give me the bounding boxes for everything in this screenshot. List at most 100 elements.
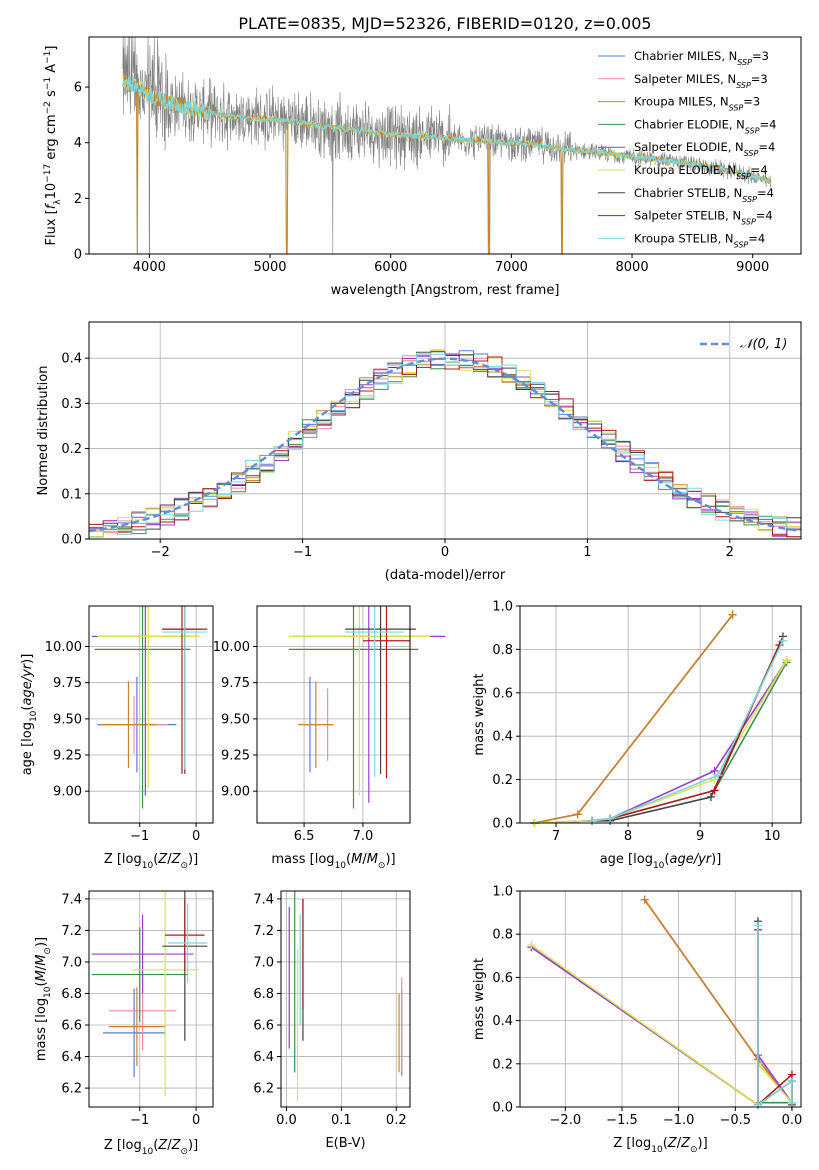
- y-tick-label: 9.50: [221, 712, 250, 727]
- figure-title: PLATE=0835, MJD=52326, FIBERID=0120, z=0…: [238, 14, 651, 33]
- mass-vs-reddening-panel: 0.0 0.1 0.2 6.2 6.4 6.6 6.8 7.0 7.2 7.4 E(B-V): [253, 890, 411, 1151]
- legend-entry: Chabrier ELODIE, NSSP=4: [634, 117, 776, 135]
- weight-marker: [640, 895, 649, 904]
- x-tick-label: −1: [293, 545, 312, 560]
- x-tick-label: 7000: [495, 260, 528, 275]
- x-tick-label: −1: [130, 829, 149, 844]
- legend-entry: Kroupa ELODIE, NSSP=4: [634, 163, 768, 181]
- axes-frame: [256, 605, 411, 824]
- weight-marker: [710, 766, 719, 775]
- weight-marker: [527, 941, 536, 949]
- weight-marker: [710, 786, 719, 795]
- y-axis-label: mass weight: [472, 958, 487, 1040]
- weight-line-5: [530, 944, 793, 1107]
- y-tick-label: 7.0: [253, 955, 274, 970]
- y-tick-label: 9.75: [221, 676, 250, 691]
- x-axis-label: age [log10(age/yr)]: [600, 852, 722, 871]
- x-tick-label: 0.0: [276, 1113, 297, 1128]
- x-axis-label: Z [log10(Z/Z⊙)]: [104, 852, 198, 871]
- y-tick-label: 9.75: [53, 676, 82, 691]
- x-tick-label: 4000: [133, 260, 166, 275]
- x-tick-label: −2: [151, 545, 170, 560]
- weight-marker: [706, 792, 715, 801]
- x-tick-label: 0: [192, 829, 200, 844]
- y-tick-label: 6.8: [61, 987, 82, 1002]
- x-tick-label: −1: [130, 1113, 149, 1128]
- y-axis-label: Normed distribution: [36, 366, 51, 496]
- x-tick-label: 2: [726, 545, 734, 560]
- x-tick-label: 7: [552, 829, 560, 844]
- y-tick-label: 0.2: [492, 773, 513, 788]
- spectrum-panel: 4000 5000 6000 7000 8000 9000 0 2 4 6 wavelength […: [43, 36, 802, 298]
- weight-line-6: [757, 921, 793, 1107]
- mass-vs-metallicity-panel: −1 0 6.2 6.4 6.6 6.8 7.0 7.2 7.4 Z [log10(Z/Z⊙)] m…: [34, 890, 214, 1157]
- weight-line-8: [592, 640, 784, 822]
- y-tick-label: 0.8: [492, 643, 513, 658]
- axes-frame: [519, 605, 802, 824]
- y-tick-label: 0.4: [492, 1014, 513, 1029]
- legend-entry: Kroupa MILES, NSSP=3: [634, 95, 760, 113]
- y-tick-label: 7.0: [61, 955, 82, 970]
- weight-marker: [606, 814, 615, 823]
- weight-marker: [728, 610, 737, 619]
- weight-marker: [778, 636, 787, 645]
- x-tick-label: −2.0: [550, 1113, 582, 1128]
- weight-vs-metallicity-panel: −2.0 −1.5 −1.0 −0.5 0.0 0.0 0.2 0.4 0.6 0.8 1.0 Z […: [472, 885, 802, 1156]
- weight-marker: [753, 921, 762, 930]
- y-tick-label: 9.00: [221, 785, 250, 800]
- legend-entry: Salpeter ELODIE, NSSP=4: [634, 140, 775, 158]
- y-axis-label: mass [log10(M/M⊙)]: [34, 937, 53, 1061]
- weight-line-7: [592, 644, 781, 822]
- y-tick-label: 0.0: [61, 533, 82, 548]
- x-tick-label: 10: [764, 829, 781, 844]
- y-axis-label: Flux [fλ10−17 erg cm−2 s−1 A−1]: [43, 46, 63, 246]
- weight-marker: [787, 1098, 796, 1107]
- y-tick-label: 7.2: [61, 924, 82, 939]
- normal-reference-curve: [88, 357, 799, 533]
- x-tick-label: −1.5: [606, 1113, 638, 1128]
- y-tick-label: 7.4: [61, 892, 82, 907]
- y-tick-label: 0.0: [492, 817, 513, 832]
- weight-line-4: [530, 946, 793, 1107]
- legend-entry: Salpeter MILES, NSSP=3: [634, 72, 768, 90]
- x-tick-label: 9: [696, 829, 704, 844]
- x-tick-label: 6000: [374, 260, 407, 275]
- x-axis-label: Z [log10(Z/Z⊙)]: [104, 1138, 198, 1157]
- x-tick-label: 5000: [253, 260, 286, 275]
- legend-entry: Chabrier MILES, NSSP=3: [634, 49, 769, 67]
- y-axis-label: mass weight: [472, 673, 487, 755]
- y-tick-label: 0.2: [61, 442, 82, 457]
- y-tick-label: 6.4: [61, 1050, 82, 1065]
- weight-marker: [787, 1077, 796, 1086]
- y-tick-label: 1.0: [492, 885, 513, 900]
- y-tick-label: 6.4: [253, 1050, 274, 1065]
- weight-line-8: [757, 925, 793, 1107]
- weight-line-1: [534, 614, 734, 824]
- y-tick-label: 0.4: [61, 352, 82, 367]
- weight-line-2: [534, 614, 734, 824]
- weight-marker: [714, 771, 723, 780]
- y-tick-label: 6: [74, 81, 82, 96]
- weight-marker: [782, 656, 791, 665]
- legend-entry: Kroupa STELIB, NSSP=4: [634, 231, 765, 249]
- y-tick-label: 0: [74, 248, 82, 263]
- model-spectrum-8: [122, 75, 771, 185]
- x-tick-label: 9000: [736, 260, 769, 275]
- y-tick-label: 6.8: [253, 987, 274, 1002]
- y-tick-label: 6.6: [253, 1019, 274, 1034]
- weight-line-6: [592, 636, 784, 822]
- x-tick-label: 1: [583, 545, 591, 560]
- y-tick-label: 7.4: [253, 892, 274, 907]
- axes-frame: [280, 890, 411, 1108]
- x-tick-label: 0: [441, 545, 449, 560]
- y-tick-label: 10.00: [45, 640, 82, 655]
- x-tick-label: 6.5: [294, 829, 315, 844]
- y-axis-label: age [log10(age/yr)]: [20, 654, 39, 776]
- axes-frame: [519, 890, 802, 1108]
- age-vs-mass-panel: 6.5 7.0 9.00 9.25 9.50 9.75 10.00 mass [log10(M…: [213, 605, 446, 871]
- x-axis-label: Z [log10(Z/Z⊙)]: [613, 1136, 707, 1155]
- x-tick-label: 7.0: [353, 829, 374, 844]
- y-tick-label: 0.8: [492, 928, 513, 943]
- x-tick-label: −0.5: [719, 1113, 751, 1128]
- x-tick-label: 8: [624, 829, 632, 844]
